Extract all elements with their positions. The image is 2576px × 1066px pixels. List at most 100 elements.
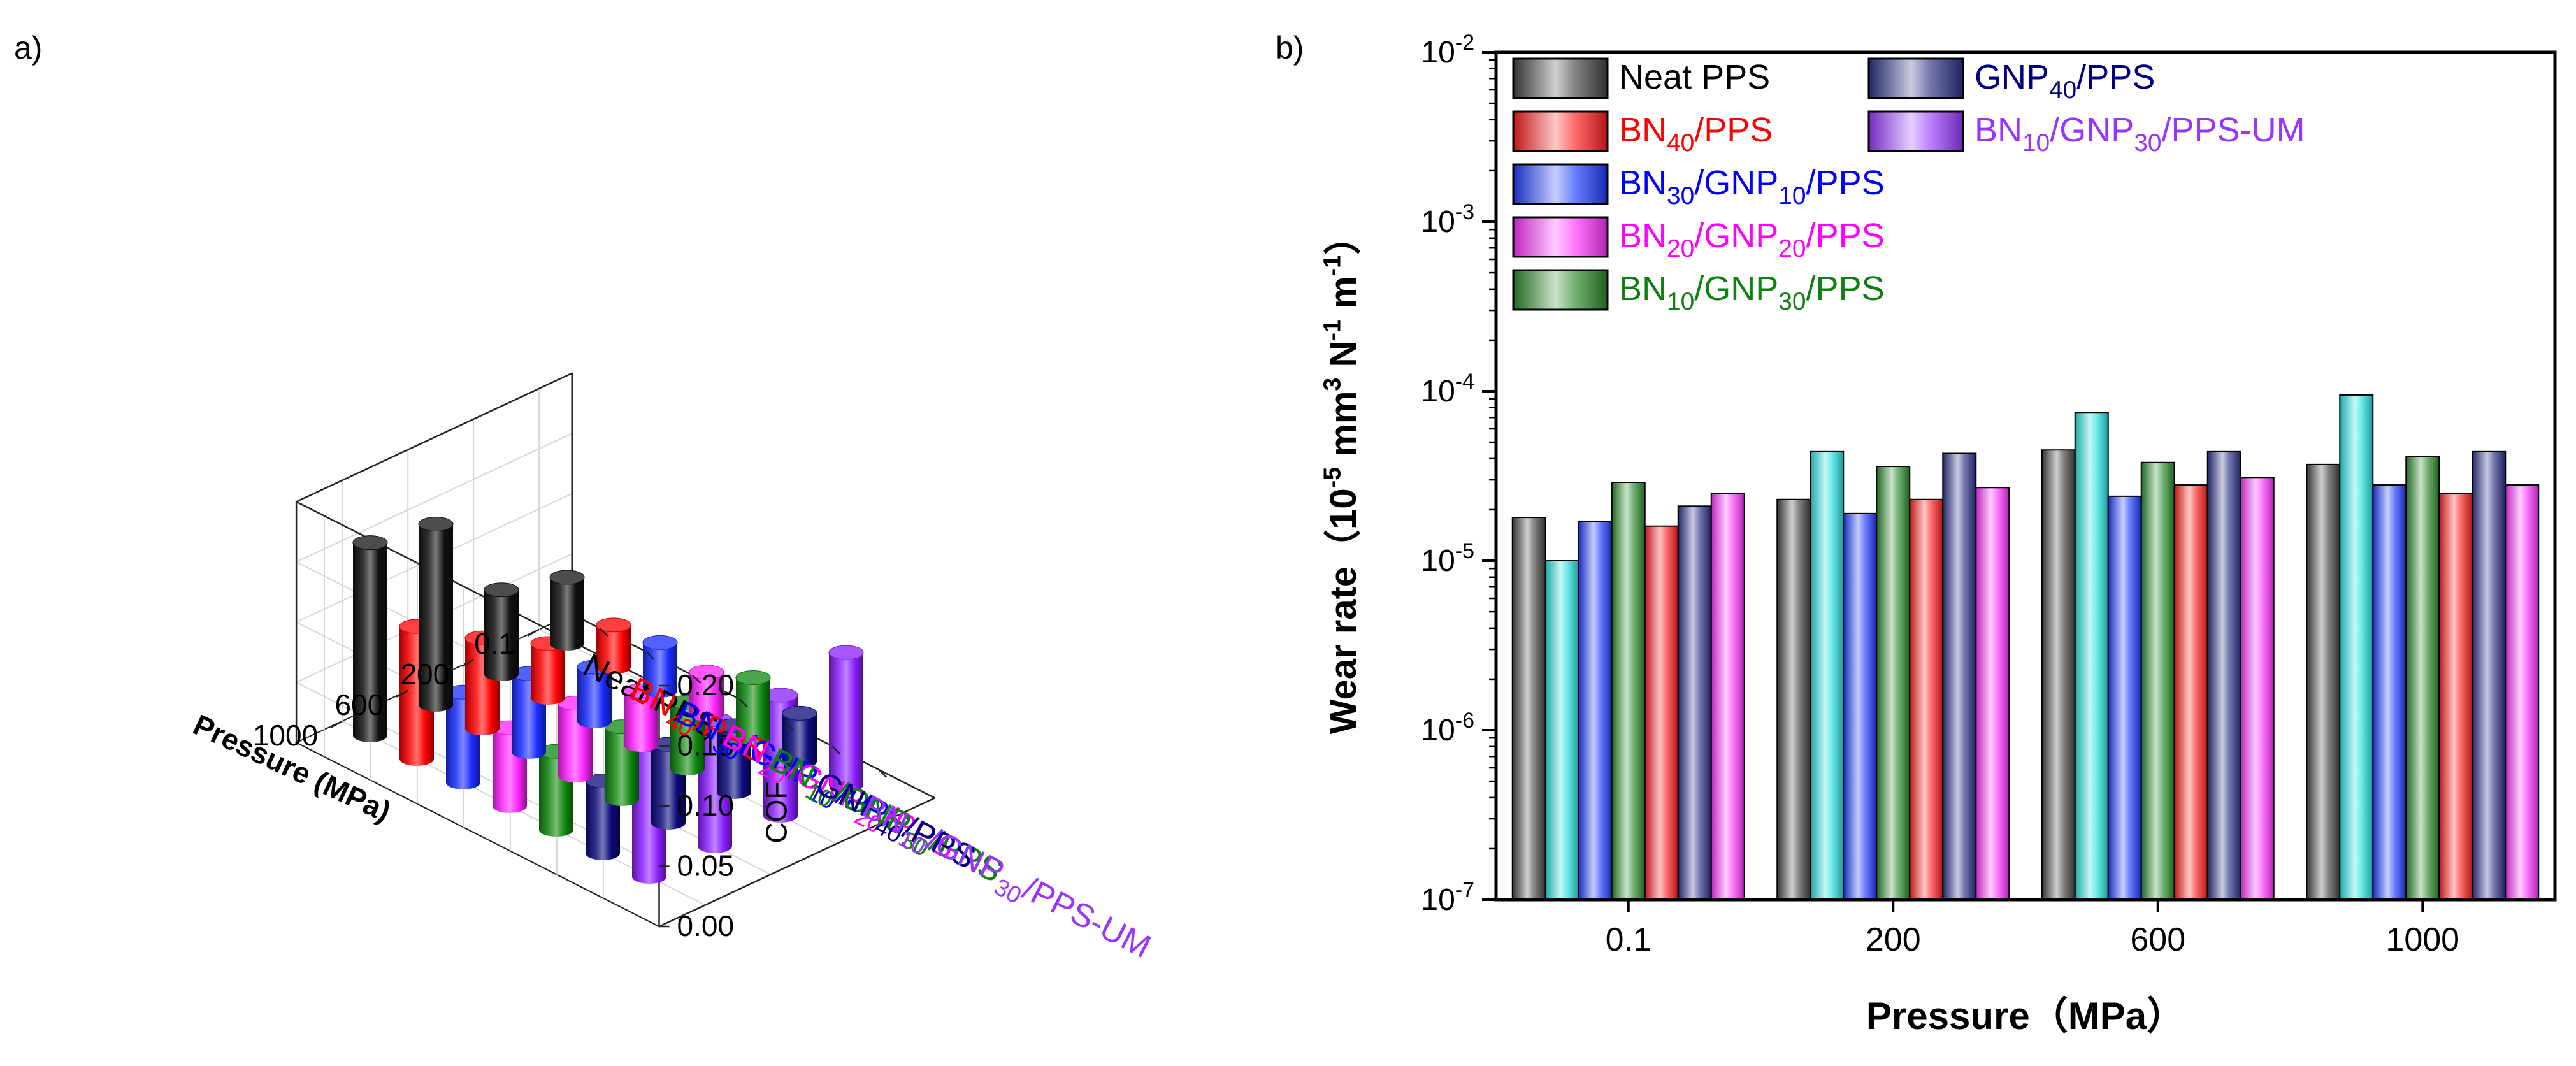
cylinder-neat-p200	[484, 582, 519, 681]
pressure-tick-label: 200	[400, 658, 449, 691]
legend-swatch	[1512, 269, 1609, 311]
legend-swatch	[1867, 57, 1964, 99]
material-tick	[599, 628, 608, 637]
cylinder-um-p0.1	[828, 645, 864, 792]
panel-b-bars	[1511, 394, 2540, 900]
panel-a-3d-cof-chart: a) 0.000.050.100.150.20COF0.12006001000P…	[14, 30, 1156, 972]
cylinder-body	[484, 589, 519, 681]
legend-item-4: BN10​/GNP30​/PPS	[1512, 269, 1885, 315]
legend-label: GNP40​/PPS	[1975, 58, 2155, 104]
panel-a-label: a)	[14, 30, 42, 66]
material-tick	[831, 745, 841, 754]
bar-600-6	[2240, 477, 2275, 900]
x-axis-title: Pressure（MPa）	[1866, 995, 2185, 1037]
y-tick-label: 10-7	[1421, 878, 1474, 917]
bar-600-0	[2041, 449, 2076, 900]
axis-frame-edge	[296, 372, 573, 503]
cylinder-top	[549, 570, 585, 585]
y-tick-label: 10-5	[1421, 539, 1474, 578]
z-tick-label: 0.15	[677, 729, 735, 762]
cylinder-body	[577, 666, 612, 728]
cylinder-bn10-p0.1	[735, 670, 771, 745]
z-tick-label: 0.10	[677, 789, 735, 822]
x-tick-label: 600	[2130, 921, 2185, 958]
z-tick-label: 0.00	[677, 909, 735, 942]
cylinder-top	[352, 535, 388, 551]
pressure-tick	[330, 720, 343, 728]
cylinder-body	[353, 542, 387, 742]
legend-label: BN10​/GNP30​/PPS	[1619, 270, 1885, 315]
panel-a-bars	[352, 517, 864, 884]
cylinder-body	[717, 726, 751, 799]
cylinder-body	[736, 677, 770, 745]
bar-600-3	[2140, 461, 2175, 900]
cylinder-neat-p1000	[352, 535, 388, 742]
cylinder-bn40-p0.1	[596, 617, 631, 674]
cylinder-top	[596, 617, 631, 633]
legend-label: BN20​/GNP20​/PPS	[1619, 217, 1885, 263]
material-tick	[738, 698, 748, 707]
cylinder-body	[670, 702, 705, 775]
legend-item-2: BN30​/GNP10​/PPS	[1512, 163, 1885, 210]
legend-swatch	[1512, 216, 1609, 258]
cylinder-body	[596, 624, 631, 674]
pressure-tick	[396, 689, 408, 698]
bar-1000-6	[2505, 484, 2540, 900]
bar-1000-5	[2472, 450, 2507, 900]
legend-item-3: BN20​/GNP20​/PPS	[1512, 216, 1885, 263]
pressure-tick-label: 0.1	[474, 627, 515, 660]
legend-swatch	[1512, 163, 1609, 205]
material-label-um: BN10​/GNP30​/PPS-UM	[853, 788, 1156, 972]
cylinder-body	[829, 652, 863, 792]
pressure-tick-label: 600	[335, 688, 384, 721]
material-tick	[785, 722, 795, 731]
bar-0.1-6	[1710, 493, 1745, 900]
y-axis-title: Wear rate（10-5​ mm3​ N-1​ m-1​）	[1319, 218, 1364, 734]
cylinder-neat-p0.1	[549, 570, 585, 651]
legend-label: BN30​/GNP10​/PPS	[1619, 164, 1885, 210]
bar-600-4	[2173, 484, 2208, 900]
panel-b-axes: 10-7 10-6 10-5 10-4 10-3 10-2 0.1 200 600 1000 Pre…	[1319, 31, 2557, 1037]
legend-swatch	[1867, 110, 1964, 152]
bar-200-0	[1776, 498, 1811, 900]
panel-b-label: b)	[1276, 30, 1304, 66]
bar-200-1	[1810, 450, 1845, 900]
x-tick-label: 0.1	[1606, 921, 1651, 958]
plot-frame	[1494, 50, 2557, 902]
pressure-tick	[527, 628, 540, 637]
cylinder-top	[418, 517, 454, 531]
bar-0.1-5	[1677, 505, 1712, 900]
legend-swatch	[1512, 110, 1609, 152]
bar-200-2	[1843, 512, 1878, 900]
legend-item-5: GNP40​/PPS	[1867, 57, 2155, 104]
y-tick-label: 10-4	[1421, 370, 1474, 408]
bar-1000-3	[2405, 456, 2440, 900]
y-tick-label: 10-3	[1421, 200, 1474, 239]
cylinder-body	[624, 690, 658, 752]
cylinder-body	[419, 524, 453, 712]
bar-1000-4	[2438, 493, 2473, 900]
bar-1000-2	[2372, 484, 2407, 900]
material-tick	[645, 651, 655, 660]
pressure-tick-label: 1000	[253, 719, 318, 752]
cylinder-top	[735, 670, 771, 685]
panel-b-wear-rate-chart: b) 10-7 10-6 10-5 10-4 10-3 10-2 0.1 200 600 1000…	[1276, 30, 2557, 1037]
bar-200-3	[1876, 466, 1911, 900]
legend-label: BN40​/PPS	[1619, 111, 1773, 157]
pressure-tick	[461, 659, 474, 667]
cylinder-top	[642, 635, 678, 650]
legend-swatch	[1512, 57, 1609, 99]
cylinder-neat-p600	[418, 517, 454, 712]
legend-label: BN10​/GNP30​/PPS-UM	[1975, 111, 2305, 157]
cylinder-body	[689, 672, 724, 721]
bar-600-2	[2107, 495, 2142, 900]
z-tick-label: 0.20	[677, 668, 735, 702]
cylinder-top	[689, 665, 724, 680]
bar-0.1-0	[1511, 517, 1546, 900]
y-tick-label: 10-6	[1421, 709, 1474, 747]
panel-b-legend: Neat PPS BN40​/PPS BN30​/GNP10​/PPS BN20​/G…	[1512, 57, 2305, 315]
material-tick	[692, 675, 702, 684]
legend-label: Neat PPS	[1619, 58, 1770, 96]
y-tick-label: 10-2	[1421, 31, 1474, 69]
z-tick-label: 0.05	[677, 849, 735, 882]
